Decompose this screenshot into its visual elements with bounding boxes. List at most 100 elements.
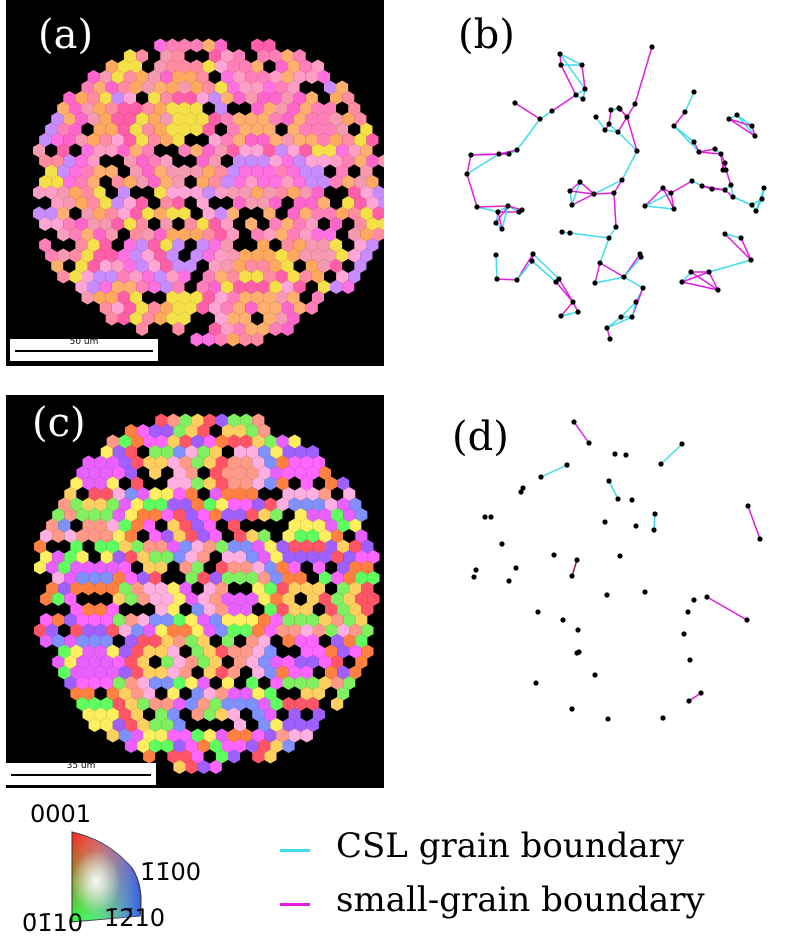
grain-cell-26 xyxy=(143,434,156,449)
network-node-46 xyxy=(574,650,580,656)
grain-cell-373 xyxy=(179,581,192,596)
grain-cell-491 xyxy=(220,238,233,252)
grain-cell-710 xyxy=(270,718,283,732)
grain-cell-88 xyxy=(87,91,100,105)
network-node-10 xyxy=(569,573,575,579)
grain-cell-327 xyxy=(300,560,313,575)
grain-cell-607 xyxy=(105,290,118,305)
grain-cell-328 xyxy=(342,175,355,189)
grain-cell-659 xyxy=(275,311,288,326)
grain-cell-672 xyxy=(306,697,319,711)
network-node-93 xyxy=(567,188,573,194)
grain-cell-397 xyxy=(137,592,150,606)
grain-cell-216 xyxy=(288,518,301,533)
grain-cell-599 xyxy=(276,665,289,680)
grain-cell-355 xyxy=(311,185,324,200)
grain-cell-150 xyxy=(118,497,131,512)
grain-cell-692 xyxy=(288,707,301,722)
grain-cell-208 xyxy=(281,133,294,147)
grain-cell-170 xyxy=(154,122,167,137)
grain-cell-316 xyxy=(196,175,209,189)
network-node-1 xyxy=(602,519,608,525)
grain-cell-584 xyxy=(99,280,112,294)
grain-cell-464 xyxy=(239,227,252,242)
grain-cell-80 xyxy=(275,80,288,95)
grain-cell-2 xyxy=(167,413,180,428)
grain-cell-371 xyxy=(155,581,168,596)
grain-cell-153 xyxy=(269,112,282,126)
grain-cell-162 xyxy=(264,497,277,512)
grain-cell-233 xyxy=(239,143,252,158)
grain-cell-53 xyxy=(196,70,209,84)
grain-cell-327 xyxy=(330,175,343,189)
grain-cell-678 xyxy=(118,707,131,722)
grain-cell-346 xyxy=(202,185,215,200)
grain-cell-741 xyxy=(246,739,259,753)
grain-cell-560 xyxy=(93,269,106,284)
grain-cell-480 xyxy=(118,623,131,638)
grain-cell-288 xyxy=(202,164,215,179)
grain-cell-686 xyxy=(215,707,228,722)
grain-cell-155 xyxy=(293,112,306,126)
grain-cell-121 xyxy=(190,101,203,116)
grain-cell-218 xyxy=(57,143,70,158)
grain-cell-295 xyxy=(258,550,271,564)
grain-cell-625 xyxy=(294,676,307,690)
grain-cell-147 xyxy=(82,497,95,512)
grain-cell-31 xyxy=(203,434,216,449)
grain-cell-37 xyxy=(239,59,252,74)
grain-cell-681 xyxy=(239,332,252,347)
grain-cell-131 xyxy=(311,101,324,116)
grain-cell-330 xyxy=(337,560,350,575)
network-node-30 xyxy=(569,202,575,208)
grain-cell-148 xyxy=(208,112,221,126)
network-edge-8 xyxy=(660,443,683,465)
network-node-40 xyxy=(658,461,664,467)
grain-cell-19 xyxy=(220,49,233,63)
grain-cell-570 xyxy=(214,269,227,284)
grain-cell-3 xyxy=(178,38,191,53)
grain-cell-694 xyxy=(312,707,325,722)
grain-cell-320 xyxy=(215,560,228,575)
grain-cell-37 xyxy=(276,434,289,449)
grain-cell-15 xyxy=(185,424,198,438)
grain-cell-49 xyxy=(221,445,234,459)
grain-cell-91 xyxy=(123,91,137,105)
grain-cell-214 xyxy=(264,518,277,533)
csl-legend-label: CSL grain boundary xyxy=(336,826,685,866)
grain-cell-377 xyxy=(228,581,241,596)
grain-cell-459 xyxy=(178,227,191,242)
grain-cell-380 xyxy=(269,196,282,210)
network-node-37 xyxy=(615,129,621,135)
grain-cell-749 xyxy=(191,749,204,764)
grain-cell-16 xyxy=(184,49,197,63)
grain-cell-357 xyxy=(331,571,344,585)
grain-cell-56 xyxy=(306,445,319,459)
grain-cell-138 xyxy=(270,487,283,501)
network-node-11 xyxy=(569,706,575,712)
grain-cell-626 xyxy=(306,676,319,690)
grain-cell-199 xyxy=(172,133,185,147)
grain-cell-106 xyxy=(167,476,180,491)
grain-cell-81 xyxy=(124,466,138,480)
grain-cell-215 xyxy=(366,133,379,147)
grain-cell-126 xyxy=(124,487,138,501)
grain-cell-119 xyxy=(325,476,338,491)
network-node-12 xyxy=(691,597,697,603)
grain-cell-364 xyxy=(75,196,88,210)
grain-cell-342 xyxy=(149,571,162,585)
grain-cell-312 xyxy=(118,560,131,575)
grain-cell-367 xyxy=(106,581,119,596)
grain-cell-54 xyxy=(208,70,221,84)
grain-cell-97 xyxy=(318,466,331,480)
grain-cell-184 xyxy=(221,508,234,522)
grain-cell-341 xyxy=(137,571,150,585)
grain-cell-380 xyxy=(264,581,277,596)
grain-cell-594 xyxy=(220,280,233,294)
grain-cell-300 xyxy=(348,164,361,179)
grain-cell-393 xyxy=(69,206,82,221)
grain-cell-311 xyxy=(106,560,119,575)
grain-cell-518 xyxy=(214,248,227,263)
grain-cell-392 xyxy=(57,206,70,221)
grain-cell-256 xyxy=(118,539,131,554)
